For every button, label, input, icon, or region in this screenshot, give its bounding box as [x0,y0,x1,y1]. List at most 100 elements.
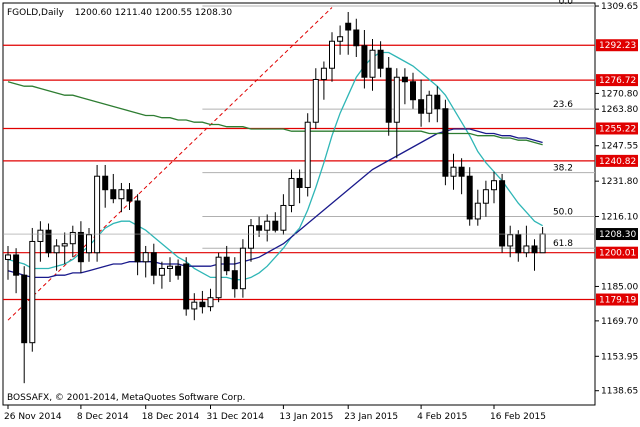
candle-body [304,121,311,188]
candle [207,288,214,312]
candle-body [5,254,11,260]
candle-body [248,225,254,249]
x-axis-tick-label: 31 Dec 2014 [207,412,265,422]
candle-body [207,297,214,308]
candle-body [418,99,425,114]
candle-body [531,245,538,254]
candle-body [183,263,190,310]
y-axis-tick-label: 1263.80 [601,105,638,115]
plot-area [2,2,596,406]
candle-body [458,166,465,177]
candle [474,189,481,226]
candle-body [515,234,522,254]
candle [118,182,125,213]
candle-body [142,252,149,263]
symbol-label: FGOLD,Daily [7,8,64,18]
candle-body [369,49,376,78]
candle [410,72,416,109]
candle [531,239,538,271]
candle [158,261,165,289]
sr-level-tag-label: 1200.01 [599,249,636,259]
candle [523,225,530,258]
candle [353,18,360,57]
candle-body [37,229,44,242]
candle-body [523,245,530,254]
candle-body [272,220,279,231]
candle-body [345,22,352,31]
candle-body [434,94,441,110]
candle [223,245,230,276]
candle [369,38,376,91]
candle [231,257,238,298]
candle [385,56,392,136]
candle-body [126,189,133,202]
candle [191,293,198,321]
candle-body [320,67,327,80]
candle [256,216,263,237]
candle [377,41,384,78]
candle-body [539,233,546,254]
candle-body [199,301,206,308]
moving-average-mid [7,128,543,279]
candle [126,182,133,210]
candle [69,225,76,258]
x-axis-tick-label: 16 Feb 2015 [490,412,546,422]
candle-body [377,49,384,69]
candle-body [507,234,514,247]
chart-header: FGOLD,Daily 1200.60 1211.40 1200.55 1208… [7,8,232,18]
candle [102,164,109,208]
candle [77,221,84,273]
candle [418,79,425,127]
candle-body [312,78,319,123]
y-axis-tick-label: 1231.80 [601,177,638,187]
candle-body [158,267,165,276]
candle-body [239,247,246,290]
candle-body [191,301,198,310]
candle-body [482,189,489,204]
candle [175,259,182,280]
candle-body [150,252,157,276]
candle [288,169,295,213]
fib-level-label: 61.8 [553,239,573,249]
candle-body [353,29,360,47]
fib-level-label: 38.2 [553,164,573,174]
candle [361,29,368,89]
candle-body [256,225,263,231]
candle [21,266,28,384]
candle [458,158,465,195]
candle-body [231,270,238,290]
fib-level-label: 0.0 [559,0,574,7]
candle-body [288,177,295,206]
candle [337,25,344,55]
candle-body [110,189,117,200]
x-axis-tick-label: 4 Feb 2015 [417,412,467,422]
candle [167,257,173,282]
candle [515,230,522,262]
candle [329,32,335,82]
x-axis-tick-label: 23 Jan 2015 [344,412,398,422]
trend-line[interactable] [7,7,333,321]
sr-level-tag-label: 1276.72 [599,76,636,86]
candle [345,11,352,55]
candle-body [296,177,303,188]
candle [150,243,157,285]
y-axis-tick-label: 1309.65 [601,2,638,12]
fib-level-label: 23.6 [553,100,573,110]
candle-body [223,256,230,272]
sr-level-tag-label: 1240.82 [599,157,636,167]
candle-body [86,234,92,254]
candle [491,171,497,204]
candle [248,218,254,262]
candle [466,167,473,226]
x-axis-tick-label: 26 Nov 2014 [4,412,62,422]
candle-body [385,67,392,123]
candle [442,99,449,186]
candle [61,232,68,264]
candle-body [450,166,457,177]
candle [183,257,190,316]
candle-body [337,36,344,42]
sr-level-tag-label: 1179.19 [599,296,636,306]
y-axis-tick-label: 1216.10 [601,212,638,222]
